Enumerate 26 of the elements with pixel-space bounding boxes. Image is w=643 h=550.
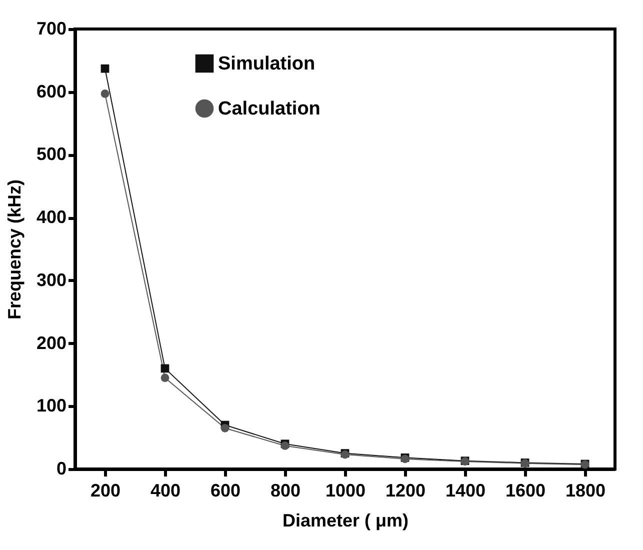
- point: [160, 374, 170, 382]
- x-tick-label: 600: [210, 480, 241, 500]
- x-tick-label: 1200: [385, 480, 426, 500]
- x-tick-label: 1800: [565, 480, 606, 500]
- x-axis-title: Diameter ( μm): [282, 510, 409, 530]
- y-tick-label: 0: [56, 458, 66, 478]
- x-tick-label: 1400: [445, 480, 486, 500]
- y-tick-label: 700: [36, 18, 66, 38]
- x-tick-label: 800: [270, 480, 301, 500]
- point: [100, 90, 110, 98]
- x-tick-label: 200: [90, 480, 121, 500]
- point: [220, 424, 230, 432]
- y-tick-label: 400: [36, 207, 66, 228]
- legend-label: Calculation: [218, 98, 320, 120]
- y-tick-label: 200: [36, 332, 66, 353]
- x-tick-label: 400: [150, 480, 181, 500]
- y-tick-label: 600: [36, 81, 66, 102]
- legend-label: Simulation: [218, 54, 316, 74]
- y-tick-label: 500: [36, 144, 66, 164]
- point: [100, 64, 110, 73]
- point: [160, 364, 170, 373]
- y-tick-label: 100: [36, 396, 66, 416]
- y-axis-title: Frequency (kHz): [4, 179, 24, 320]
- x-tick-label: 1600: [505, 480, 546, 500]
- y-tick-label: 300: [36, 270, 66, 290]
- x-tick-label: 1000: [325, 480, 366, 500]
